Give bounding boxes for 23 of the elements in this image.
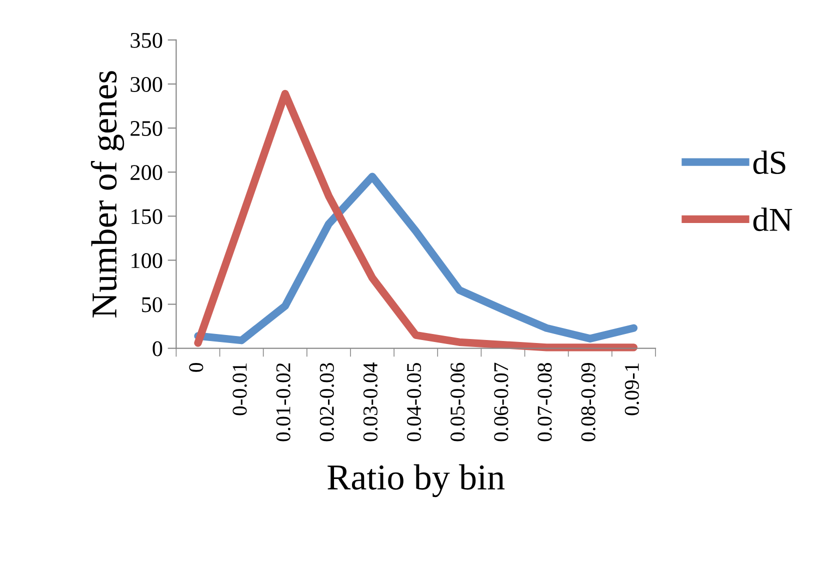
x-tick-label: 0.08-0.09 — [581, 363, 596, 442]
legend-label: dN — [753, 208, 792, 232]
x-tick-label: 0.07-0.08 — [538, 362, 552, 442]
y-tick-label: 50 — [142, 297, 162, 312]
x-axis-title: Ratio by bin — [328, 464, 505, 498]
y-axis-title: Number of genes — [90, 71, 124, 318]
x-tick-label: 0.01-0.02 — [276, 363, 290, 442]
y-tick-label: 350 — [130, 32, 162, 48]
x-tick-label: 0 — [189, 362, 204, 372]
x-tick-label: 0.04-0.05 — [406, 363, 422, 442]
y-tick-label: 100 — [132, 253, 162, 268]
legend-label: dS — [753, 150, 786, 174]
y-tick-label: 0 — [152, 341, 162, 356]
x-tick-label: 0.06-0.07 — [494, 362, 508, 442]
y-tick-label: 250 — [130, 121, 162, 136]
x-tick-label: 0.05-0.06 — [450, 362, 465, 442]
x-tick-label: 0-0.01 — [232, 363, 247, 416]
y-tick-label: 150 — [132, 209, 162, 224]
x-tick-label: 0.03-0.04 — [363, 362, 378, 442]
y-tick-label: 300 — [130, 76, 162, 92]
x-tick-label: 0.02-0.03 — [320, 363, 334, 442]
y-tick-label: 200 — [130, 165, 162, 180]
x-tick-label: 0.09-1 — [624, 363, 639, 416]
